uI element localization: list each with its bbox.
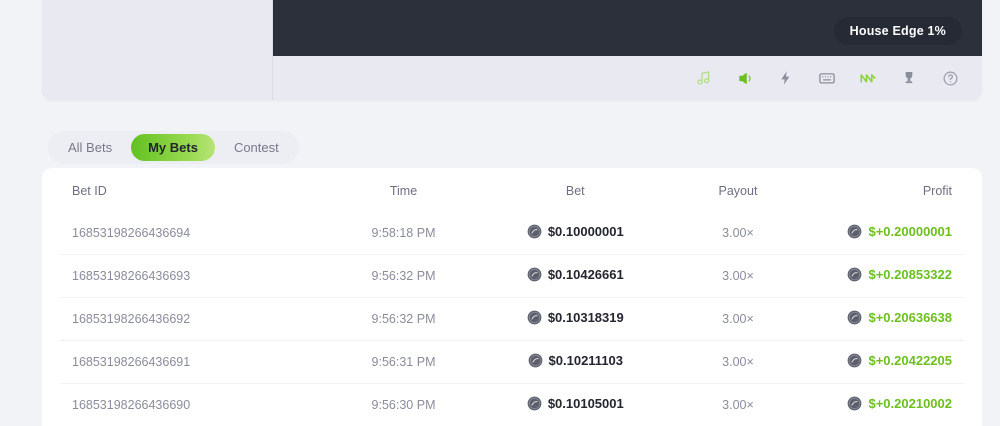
cell-bet-id: 16853198266436692 [60, 297, 323, 341]
cell-bet: $0.10000001 [485, 212, 666, 255]
bets-table-card: Bet ID Time Bet Payout Profit 1685319826… [42, 168, 982, 426]
coin-icon [848, 224, 862, 239]
trend-line-icon[interactable] [858, 68, 878, 88]
coin-icon [848, 310, 862, 325]
bet-amount-text: $0.10426661 [547, 267, 624, 282]
cell-bet-id: 16853198266436694 [72, 226, 191, 240]
cell-bet: $0.10211103 [484, 340, 666, 384]
cell-time: 9:56:32 PM [322, 297, 485, 341]
keyboard-icon[interactable] [817, 68, 837, 88]
profit-amount: $+0.20422205 [847, 353, 952, 368]
bet-amount-text: $0.10105001 [547, 396, 624, 411]
bet-amount: $0.10000001 [527, 224, 624, 239]
cell-bet: $0.10426661 [484, 254, 666, 298]
cell-bet-id: 16853198266436690 [60, 383, 323, 426]
table-header-row: Bet ID Time Bet Payout Profit [60, 168, 964, 212]
cell-bet-id: 16853198266436693 [60, 254, 323, 298]
coin-icon [528, 353, 542, 368]
cell-bet: $0.10318319 [484, 297, 666, 341]
cell-time: 9:56:31 PM [322, 340, 485, 384]
profit-amount: $+0.20853322 [847, 267, 952, 282]
cell-payout: 3.00× [665, 254, 811, 298]
column-header-bet-id: Bet ID [72, 184, 107, 198]
house-edge-badge: House Edge 1% [833, 17, 962, 45]
coin-icon [527, 267, 542, 282]
profit-amount-text: $+0.20636638 [868, 310, 952, 325]
bets-tab-bar: All Bets My Bets Contest [48, 131, 299, 164]
column-header-payout: Payout [718, 184, 758, 198]
bet-amount-text: $0.10318319 [547, 310, 624, 325]
cell-profit: $+0.20210002 [810, 383, 964, 426]
lightning-bolt-icon[interactable] [776, 68, 796, 88]
column-header-profit: Profit [922, 184, 952, 198]
profit-amount: $+0.20636638 [847, 310, 952, 325]
cell-profit: $+0.20000001 [810, 212, 964, 255]
cell-time: 9:56:32 PM [322, 254, 485, 298]
bet-amount: $0.10426661 [527, 267, 624, 282]
cell-time: 9:56:30 PM [322, 383, 485, 426]
coin-icon [848, 267, 862, 282]
bet-amount: $0.10105001 [527, 396, 624, 411]
music-note-icon[interactable] [694, 68, 714, 88]
cell-payout: 3.00× [665, 383, 811, 426]
column-header-bet: Bet [565, 184, 585, 198]
bet-amount: $0.10318319 [527, 310, 624, 325]
table-row[interactable]: 16853198266436694 9:58:18 PM $0.10000001… [60, 212, 964, 255]
tab-my-bets[interactable]: My Bets [131, 134, 215, 161]
column-header-time: Time [389, 184, 418, 198]
profit-amount: $+0.20210002 [847, 396, 952, 411]
cell-payout: 3.00× [665, 297, 811, 341]
profit-amount-text: $+0.20000001 [868, 224, 952, 239]
game-bet-sidebar [42, 0, 272, 100]
profit-amount-text: $+0.20422205 [868, 353, 952, 368]
game-panel: House Edge 1% [42, 0, 982, 100]
game-canvas[interactable]: House Edge 1% [273, 0, 982, 56]
cell-profit: $+0.20636638 [810, 297, 964, 341]
profit-amount-text: $+0.20853322 [868, 267, 952, 282]
cell-profit: $+0.20853322 [810, 254, 964, 298]
coin-icon [848, 353, 862, 368]
speaker-volume-icon[interactable] [735, 68, 755, 88]
coin-icon [848, 396, 862, 411]
table-row[interactable]: 16853198266436692 9:56:32 PM $0.10318319… [60, 297, 964, 341]
profit-amount-text: $+0.20210002 [868, 396, 952, 411]
trophy-icon[interactable] [899, 68, 919, 88]
table-row[interactable]: 16853198266436690 9:56:30 PM $0.10105001… [60, 383, 964, 426]
game-toolbar [273, 56, 982, 100]
coin-icon [527, 224, 542, 239]
tab-contest[interactable]: Contest [233, 140, 279, 155]
cell-profit: $+0.20422205 [810, 340, 964, 384]
cell-bet-id: 16853198266436691 [60, 340, 323, 384]
bet-amount-text: $0.10211103 [548, 353, 624, 368]
bet-amount: $0.10211103 [528, 353, 623, 368]
coin-icon [527, 310, 542, 325]
table-row[interactable]: 16853198266436691 9:56:31 PM $0.10211103… [60, 340, 964, 384]
bets-table-body: 16853198266436694 9:58:18 PM $0.10000001… [60, 212, 964, 426]
coin-icon [527, 396, 542, 411]
profit-amount: $+0.20000001 [847, 224, 952, 239]
terrain-graphic [273, 0, 982, 56]
help-circle-icon[interactable] [940, 68, 960, 88]
cell-payout: 3.00× [665, 340, 811, 384]
game-main-area: House Edge 1% [272, 0, 982, 100]
cell-time: 9:58:18 PM [371, 226, 436, 240]
tab-all-bets[interactable]: All Bets [68, 140, 113, 155]
cell-bet: $0.10105001 [484, 383, 666, 426]
table-row[interactable]: 16853198266436693 9:56:32 PM $0.10426661… [60, 254, 964, 298]
cell-payout: 3.00× [722, 226, 754, 240]
bets-table-head: Bet ID Time Bet Payout Profit [60, 168, 964, 212]
bet-amount-text: $0.10000001 [547, 224, 624, 239]
bets-table: Bet ID Time Bet Payout Profit 1685319826… [60, 168, 964, 426]
